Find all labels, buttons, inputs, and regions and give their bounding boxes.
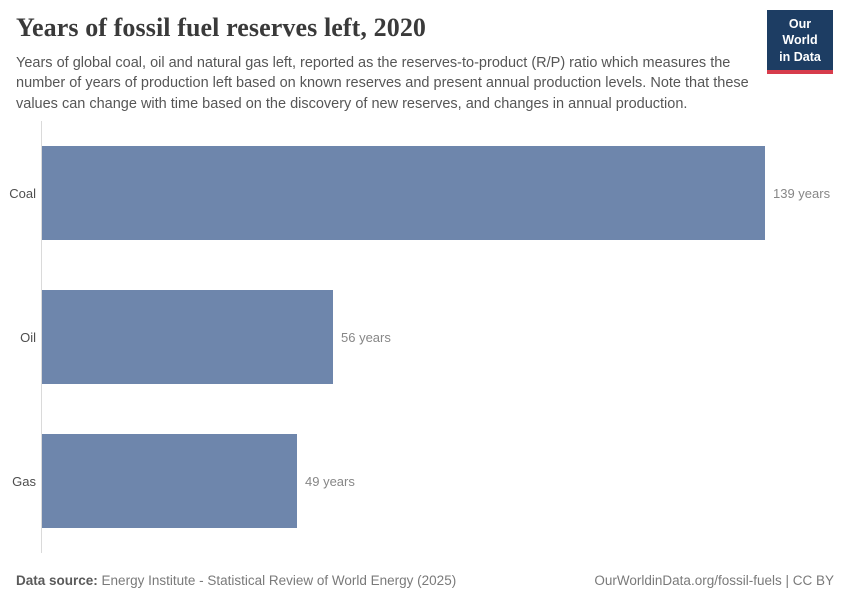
bar-oil[interactable] <box>42 290 333 384</box>
value-label-oil: 56 years <box>341 329 391 345</box>
logo-line-2: in Data <box>779 49 821 64</box>
chart-subtitle: Years of global coal, oil and natural ga… <box>16 55 749 112</box>
bar-coal[interactable] <box>42 146 765 240</box>
category-label-gas: Gas <box>12 473 36 489</box>
bar-track: 56 years <box>42 290 850 384</box>
bar-row: Coal 139 years <box>0 121 850 265</box>
bar-gas[interactable] <box>42 434 297 528</box>
page-title: Years of fossil fuel reserves left, 2020 <box>16 13 427 42</box>
data-source-label: Data source: <box>16 573 98 588</box>
bar-track: 139 years <box>42 146 850 240</box>
bar-row: Gas 49 years <box>0 409 850 553</box>
bar-track: 49 years <box>42 434 850 528</box>
owid-url-license[interactable]: OurWorldinData.org/fossil-fuels | CC BY <box>594 573 834 588</box>
bar-chart: Coal 139 years Oil 56 years Gas 49 years <box>0 121 850 553</box>
category-label-oil: Oil <box>20 329 36 345</box>
y-axis-line <box>41 121 42 553</box>
category-label-coal: Coal <box>9 185 36 201</box>
value-label-coal: 139 years <box>773 185 831 201</box>
owid-logo[interactable]: Our World in Data <box>767 10 833 74</box>
chart-footer: Data source: Energy Institute - Statisti… <box>16 573 834 588</box>
bar-row: Oil 56 years <box>0 265 850 409</box>
data-source-text: Energy Institute - Statistical Review of… <box>101 573 457 588</box>
bar-rows: Coal 139 years Oil 56 years Gas 49 years <box>0 121 850 553</box>
chart-header: Years of fossil fuel reserves left, 2020… <box>16 10 834 114</box>
logo-line-1: Our World <box>782 17 818 48</box>
data-source: Data source: Energy Institute - Statisti… <box>16 573 456 588</box>
value-label-gas: 49 years <box>305 473 355 489</box>
